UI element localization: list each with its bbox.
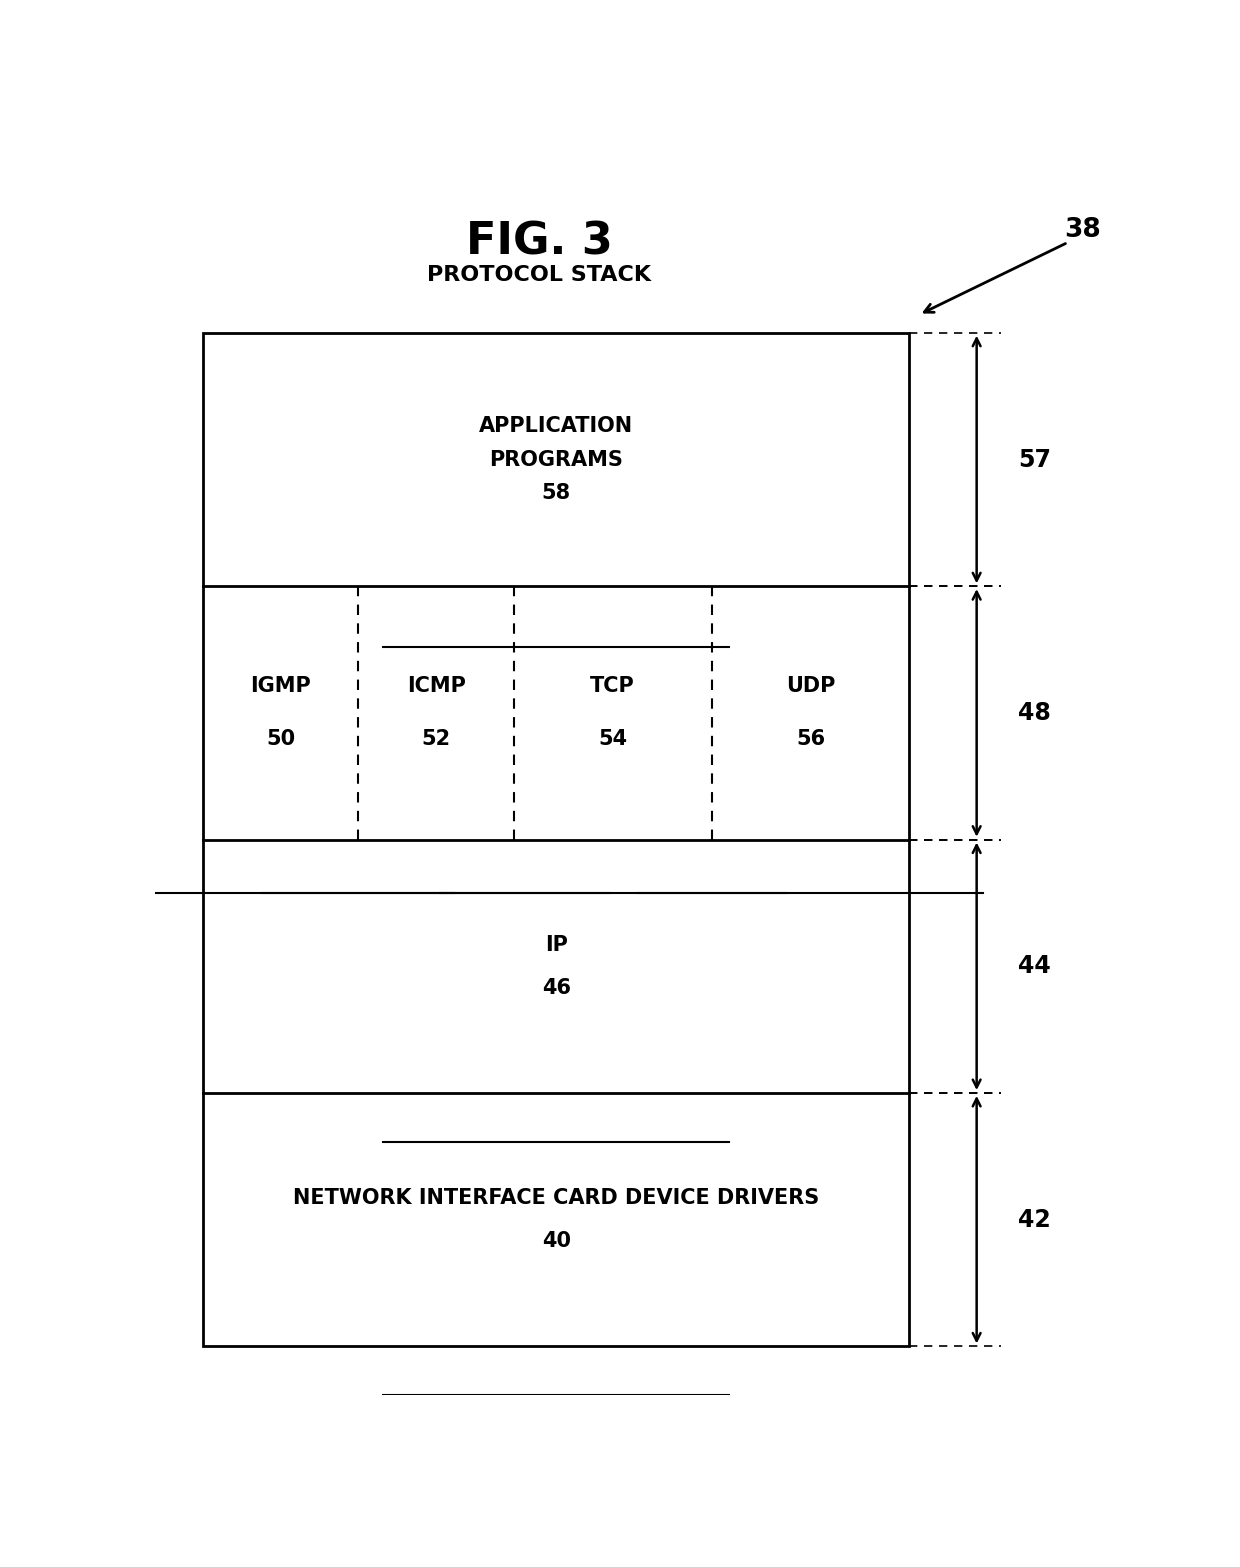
Text: PROGRAMS: PROGRAMS: [490, 450, 624, 470]
Text: ICMP: ICMP: [407, 677, 465, 696]
Text: 58: 58: [542, 483, 570, 503]
Text: FIG. 3: FIG. 3: [466, 221, 613, 263]
Text: UDP: UDP: [786, 677, 836, 696]
Text: IGMP: IGMP: [250, 677, 311, 696]
Text: NETWORK INTERFACE CARD DEVICE DRIVERS: NETWORK INTERFACE CARD DEVICE DRIVERS: [293, 1188, 820, 1208]
Text: 42: 42: [1018, 1208, 1050, 1232]
Text: 50: 50: [267, 730, 295, 749]
Text: 38: 38: [1064, 218, 1101, 243]
Text: 40: 40: [542, 1232, 570, 1252]
Text: IP: IP: [544, 934, 568, 954]
Text: 46: 46: [542, 978, 570, 998]
Bar: [203, 332, 909, 1346]
Text: 48: 48: [1018, 700, 1050, 726]
Text: 57: 57: [1018, 448, 1050, 472]
Text: TCP: TCP: [590, 677, 635, 696]
Text: 44: 44: [1018, 954, 1050, 978]
Text: APPLICATION: APPLICATION: [479, 415, 634, 436]
Text: 54: 54: [598, 730, 627, 749]
Text: 52: 52: [422, 730, 450, 749]
Text: PROTOCOL STACK: PROTOCOL STACK: [428, 265, 651, 285]
Text: 56: 56: [796, 730, 825, 749]
